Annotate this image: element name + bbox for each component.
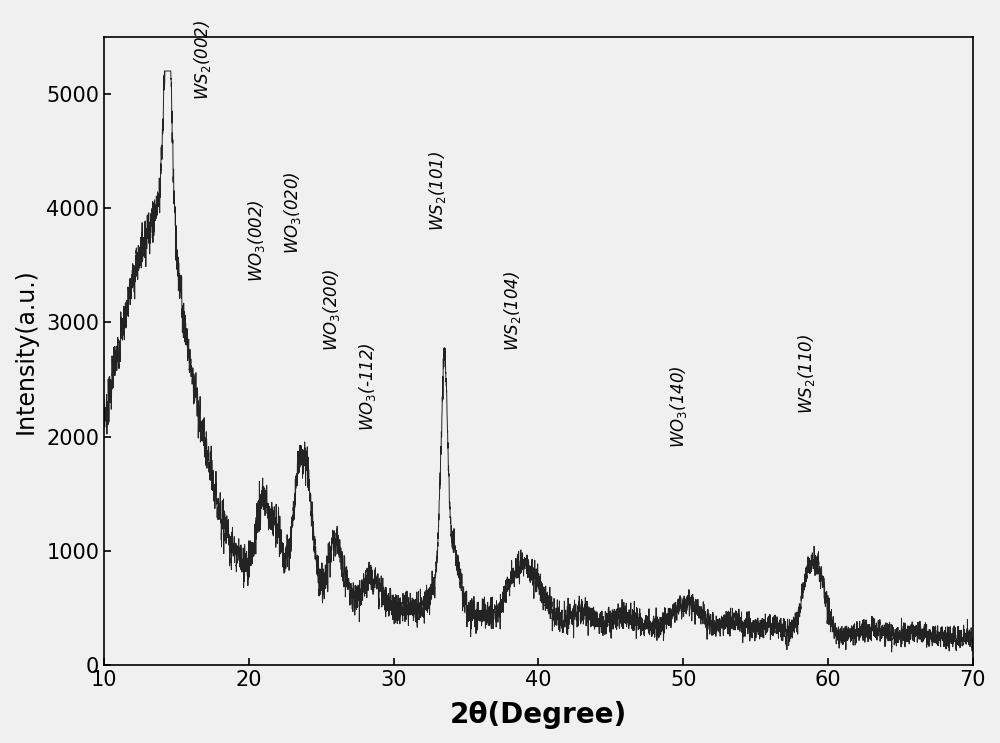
- Text: WO$_3$(020): WO$_3$(020): [282, 171, 303, 254]
- Text: WO$_3$(002): WO$_3$(002): [246, 200, 267, 282]
- Text: WS$_2$(104): WS$_2$(104): [502, 271, 523, 351]
- Text: WS$_2$(002): WS$_2$(002): [192, 19, 213, 100]
- Text: WO$_3$(140): WO$_3$(140): [668, 366, 689, 448]
- Text: WO$_3$(-112): WO$_3$(-112): [357, 343, 378, 431]
- Text: WS$_2$(110): WS$_2$(110): [796, 334, 817, 414]
- Text: WO$_3$(200): WO$_3$(200): [321, 268, 342, 351]
- Y-axis label: Intensity(a.u.): Intensity(a.u.): [14, 268, 38, 434]
- Text: WS$_2$(101): WS$_2$(101): [427, 151, 448, 231]
- X-axis label: 2θ(Degree): 2θ(Degree): [450, 701, 627, 729]
